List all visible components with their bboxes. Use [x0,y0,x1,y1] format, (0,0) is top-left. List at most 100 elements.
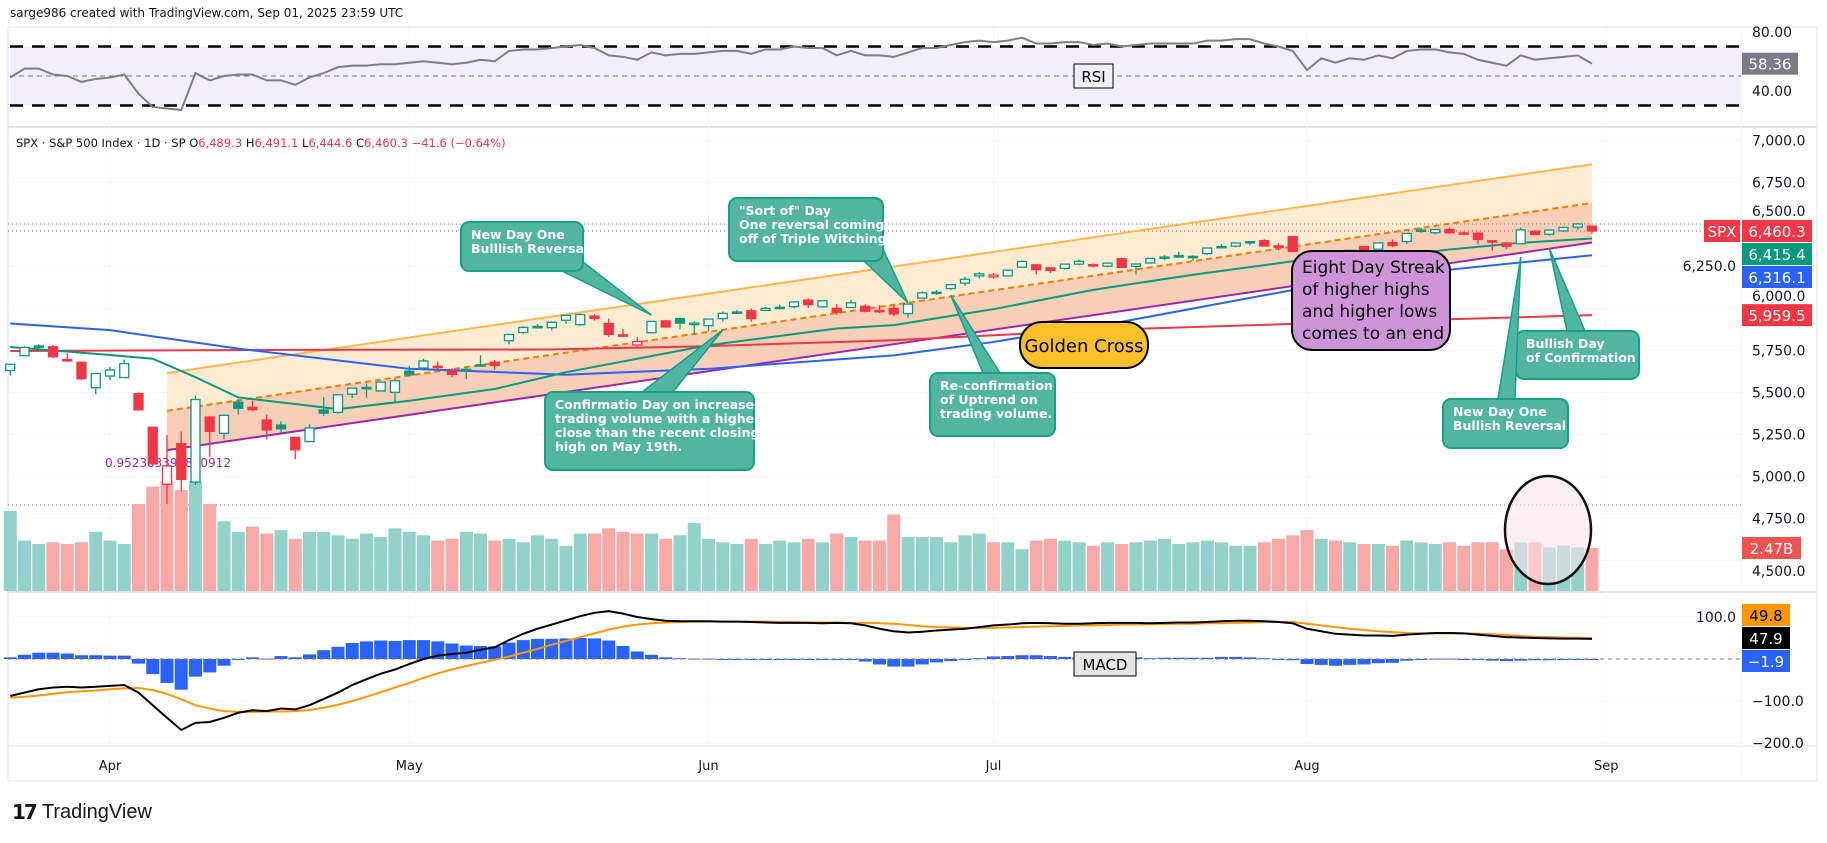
macd-hist-bar [60,653,74,659]
macd-hist-bar [987,656,1000,659]
callout-text: New Day One [471,227,565,242]
macd-hist-bar [1457,659,1471,660]
tradingview-logo[interactable]: 17 TradingView [12,800,152,824]
candle-body [632,340,643,346]
volume-bar [374,537,388,591]
sma200-value-tag: 5,959.5 [1742,304,1812,327]
macd-label-text: MACD [1083,656,1128,674]
candle [689,321,700,335]
candle-body [817,300,828,308]
candle [1373,242,1384,250]
candle [19,346,30,357]
volume-bar [1044,538,1057,591]
ohlc-key: O [186,136,199,150]
candle [1102,262,1113,268]
candle-body [974,273,985,277]
macd-hist-bar [331,646,345,659]
x-tick-label: Sep [1594,759,1619,774]
macd-hist-bar [146,659,160,675]
candle-body [90,372,101,389]
volume-bar [1257,542,1271,591]
price-tick-label: 6,000.0 [1752,289,1805,305]
volume-bar [730,544,744,591]
macd-hist-bar [559,638,573,659]
volume-bar [217,521,231,591]
volume-bar [174,490,188,591]
rsi-label-box [1073,63,1114,89]
macd-hist-bar [1229,656,1243,659]
macd-hist-bar [659,657,673,659]
candle-body [147,426,158,465]
candle-body [161,465,173,485]
volume-bar [616,531,630,591]
volume-bar [474,533,487,591]
macd-hist-bar [488,646,502,659]
volume-bar [687,523,701,591]
label-annotation[interactable]: Golden Cross [1019,321,1149,369]
sma50-value-tag-bg [1742,266,1812,288]
volume-bar [1386,545,1399,591]
macd-value-tag-text: 47.9 [1749,630,1782,648]
macd-hist-bar [545,638,559,659]
candle-body [845,302,857,309]
macd-hist-bar [1528,659,1542,661]
signal-value-tag-bg [1742,604,1790,626]
hist-value-tag-text: −1.9 [1748,653,1784,671]
macd-hist-bar [117,655,131,659]
symbol-tag-text: SPX [1708,223,1737,241]
volume-bar [858,540,872,591]
candle-body [546,321,557,329]
symbol-tag: SPX [1704,220,1740,242]
label-box [1019,321,1149,369]
price-change: −41.6 (−0.64%) [408,136,506,150]
volume-bar [1143,540,1157,591]
macd-hist-bar [1414,659,1428,660]
volume-highlight-ellipse[interactable] [1503,474,1593,586]
candle [1145,257,1156,264]
candle [845,299,857,309]
candle-body [318,409,329,414]
macd-hist-bar [103,655,117,659]
candle [917,291,928,299]
volume-bar [1086,545,1100,591]
candle [90,372,101,395]
volume-bar [744,538,758,591]
macd-pane-label: MACD [1073,651,1137,677]
volume-bar [901,537,915,591]
candle-body [774,306,785,310]
macd-hist-bar [1386,659,1399,663]
volume-bar [1158,538,1171,591]
candle [475,355,486,367]
volume-bar [303,531,316,591]
volume-bar [844,537,858,591]
candle [1558,226,1569,233]
callout-text: of Uptrend on [940,392,1038,407]
callout-text: trading volume. [940,406,1052,421]
macd-hist-bar [1357,659,1371,665]
candle [389,378,401,404]
volume-bar [1585,548,1599,591]
macd-hist-bar [602,640,616,659]
macd-hist-bar [1215,656,1228,659]
macd-line [10,610,1593,732]
candle-body [361,386,372,390]
candle [1259,239,1270,247]
candle-body [1586,225,1598,232]
volume-bar [402,531,416,591]
macd-hist-bar [759,659,772,660]
candle-body [290,436,301,451]
candle-body [760,307,771,311]
candle-body [404,370,415,376]
candle-body [532,325,543,329]
signal-value-tag-text: 49.8 [1749,607,1782,625]
volume-bar [445,538,459,591]
candle-body [589,315,600,320]
